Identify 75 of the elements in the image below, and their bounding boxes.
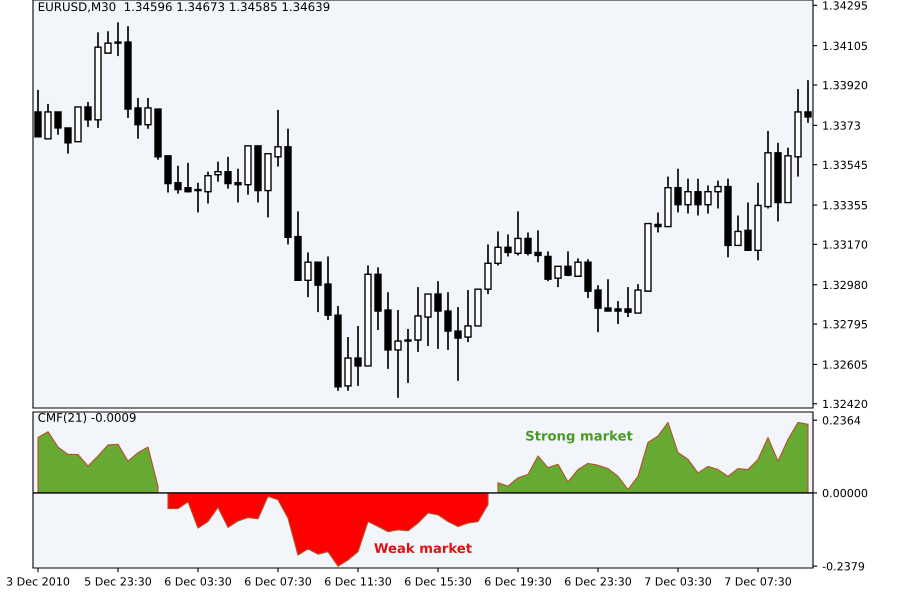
candlestick	[304, 252, 312, 298]
candlestick	[434, 280, 442, 350]
y-tick-label: 1.32420	[823, 400, 868, 408]
candlestick	[134, 97, 142, 140]
candlestick	[234, 168, 242, 204]
candlestick	[314, 261, 322, 313]
x-tick-label: 6 Dec 11:30	[324, 577, 392, 586]
candlestick	[574, 258, 582, 278]
candlestick	[534, 230, 542, 264]
candlestick	[674, 168, 682, 214]
y-tick-label: 1.33920	[823, 80, 868, 90]
candlestick	[404, 328, 412, 384]
candlestick	[214, 160, 222, 183]
candlestick	[694, 178, 702, 216]
candlestick	[624, 286, 632, 318]
x-tick-label: 6 Dec 07:30	[244, 577, 312, 586]
candlestick	[614, 300, 622, 325]
candlestick	[394, 309, 402, 399]
y-tick-label: 1.32795	[823, 320, 868, 328]
candlestick	[514, 210, 522, 256]
candlestick	[654, 212, 662, 234]
chart-title: CMF(21) -0.0009	[38, 412, 136, 424]
y-tick-label: 1.33545	[823, 160, 868, 170]
candlestick	[274, 109, 282, 168]
candlestick	[554, 265, 562, 288]
candlestick	[524, 232, 532, 256]
y-tick-label: 1.3373	[823, 121, 860, 130]
candlestick	[734, 214, 742, 246]
x-tick-label: 6 Dec 15:30	[404, 577, 472, 586]
y-tick-label: 1.33170	[823, 240, 868, 249]
annotation: Weak market	[374, 542, 472, 554]
candlestick	[604, 278, 612, 312]
annotation: Strong market	[526, 430, 633, 444]
y-tick-label: 1.33355	[823, 201, 868, 210]
candlestick	[194, 182, 202, 214]
candlestick	[64, 127, 72, 154]
y-tick-label: 1.34105	[823, 42, 868, 50]
y-tick-label: 1.34295	[823, 1, 868, 10]
candlestick	[354, 325, 362, 387]
candlestick	[224, 156, 232, 190]
candlestick	[464, 289, 472, 343]
x-tick-label: 5 Dec 23:30	[85, 577, 152, 586]
candlestick	[494, 230, 502, 266]
candlestick	[204, 170, 212, 204]
candlestick	[634, 283, 642, 314]
x-tick-label: 7 Dec 07:30	[725, 577, 792, 586]
y-tick-label: 0.2364	[822, 416, 860, 425]
candlestick	[744, 202, 752, 252]
candlestick	[704, 184, 712, 214]
x-tick-label: 7 Dec 03:30	[645, 577, 712, 586]
candlestick	[564, 250, 572, 278]
candlestick	[144, 97, 152, 130]
candlestick	[174, 164, 182, 194]
candlestick	[594, 284, 602, 333]
candlestick	[84, 101, 92, 128]
candlestick	[54, 111, 62, 136]
x-tick-label: 6 Dec 03:30	[164, 577, 232, 586]
candlestick	[454, 306, 462, 382]
chart-title: EURUSD,M30 1.34596 1.34673 1.34585 1.34639	[38, 2, 330, 12]
y-tick-label: 1.32605	[823, 360, 868, 369]
candlestick	[544, 250, 552, 282]
candlestick	[684, 178, 692, 214]
candlestick	[184, 162, 192, 194]
x-tick-label: 6 Dec 19:30	[484, 577, 552, 586]
candlestick	[114, 21, 122, 57]
y-tick-label: 0.00000	[822, 488, 868, 498]
x-tick-label: 3 Dec 2010	[6, 577, 70, 586]
x-tick-label: 6 Dec 23:30	[564, 577, 632, 586]
y-tick-label: 1.32980	[823, 280, 868, 290]
candlestick	[504, 234, 512, 258]
candlestick	[714, 180, 722, 210]
y-tick-label: -0.2379	[822, 562, 864, 570]
candlestick	[104, 30, 112, 54]
candlestick	[424, 293, 432, 347]
candlestick	[444, 291, 452, 351]
